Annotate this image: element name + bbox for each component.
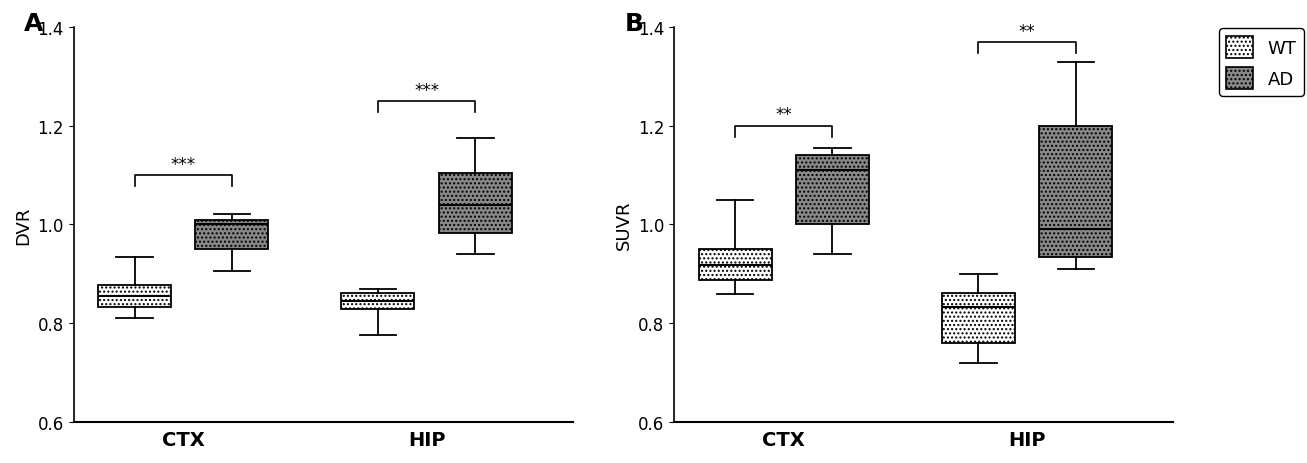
- PathPatch shape: [796, 156, 869, 225]
- Text: **: **: [775, 106, 792, 124]
- PathPatch shape: [698, 250, 771, 280]
- Legend: WT, AD: WT, AD: [1219, 29, 1304, 97]
- Text: **: **: [1018, 23, 1035, 40]
- Y-axis label: SUVR: SUVR: [614, 200, 633, 250]
- Text: ***: ***: [414, 81, 439, 100]
- PathPatch shape: [1039, 126, 1112, 257]
- PathPatch shape: [439, 173, 512, 234]
- Text: B: B: [625, 13, 643, 36]
- PathPatch shape: [98, 285, 171, 308]
- PathPatch shape: [942, 293, 1016, 343]
- Text: A: A: [24, 13, 43, 36]
- Text: ***: ***: [171, 156, 196, 173]
- PathPatch shape: [195, 220, 268, 250]
- PathPatch shape: [341, 293, 414, 310]
- Y-axis label: DVR: DVR: [14, 206, 31, 244]
